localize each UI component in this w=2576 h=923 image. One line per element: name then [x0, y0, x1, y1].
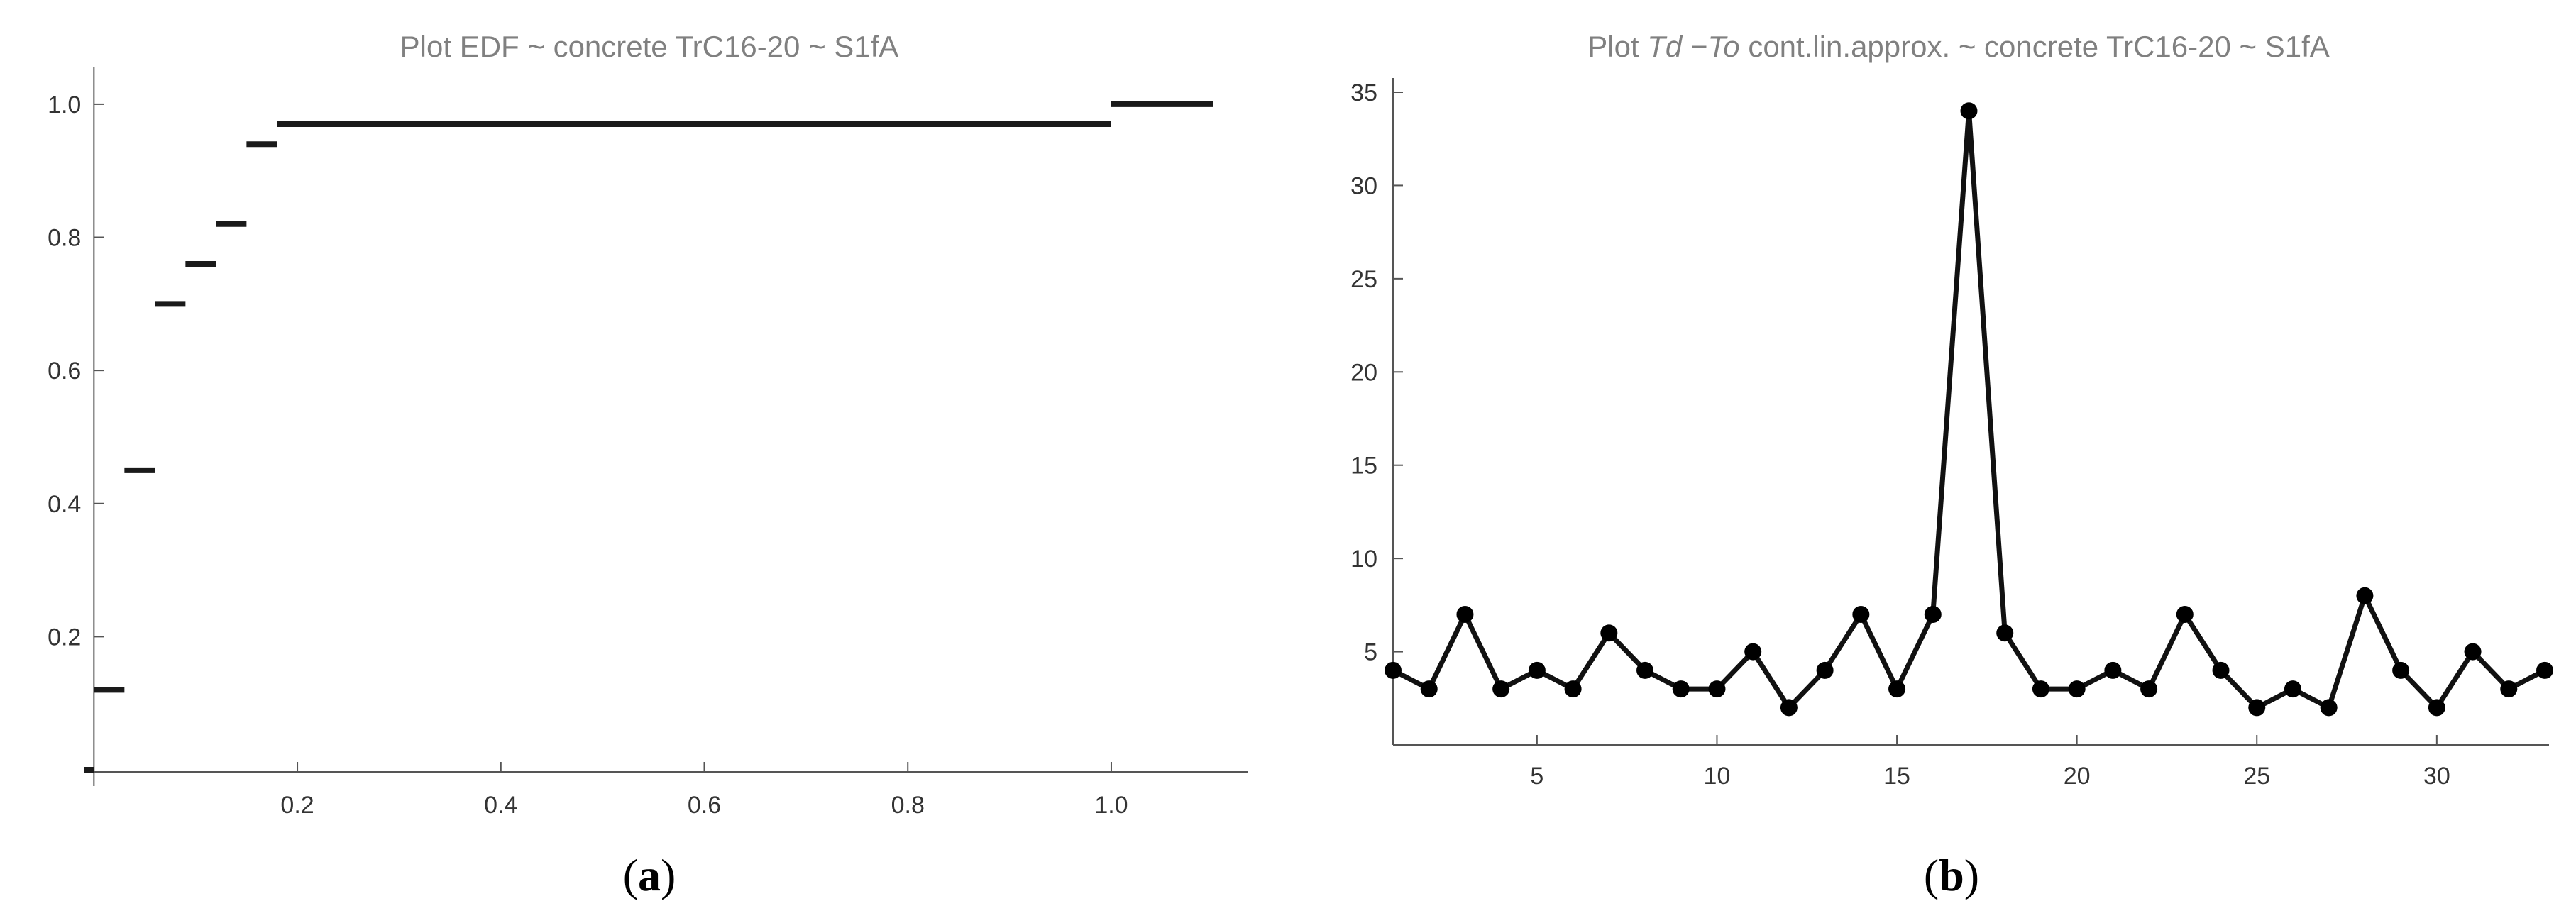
data-point — [2104, 661, 2122, 679]
panel-a-edf-steps — [84, 101, 1213, 773]
data-point — [1924, 606, 1942, 623]
b-y-tick-label: 20 — [1350, 359, 1377, 386]
b-y-tick-label: 10 — [1350, 546, 1377, 573]
b-y-tick-label: 15 — [1350, 453, 1377, 480]
data-point — [2392, 661, 2410, 679]
data-point — [1636, 661, 1654, 679]
data-point — [1600, 624, 1618, 642]
panel-b-axes — [1392, 78, 2549, 746]
a-x-tick-label: 0.6 — [688, 792, 721, 819]
b-x-tick-label: 25 — [2243, 763, 2270, 790]
series-line — [1392, 108, 2546, 710]
data-point — [1456, 606, 1474, 623]
data-point — [2356, 587, 2374, 604]
data-point — [2500, 680, 2518, 698]
a-y-tick-label: 0.8 — [48, 225, 81, 252]
data-point — [2248, 699, 2266, 717]
a-y-tick-label: 0.2 — [48, 624, 81, 651]
data-point — [1744, 643, 1762, 661]
data-point — [2032, 680, 2049, 698]
b-y-tick-label: 5 — [1364, 639, 1377, 666]
data-point — [1888, 680, 1906, 698]
data-point — [2212, 661, 2230, 679]
b-x-tick-label: 5 — [1530, 763, 1543, 790]
panel-a-ticks: 0.2 0.4 0.6 0.8 1.0 0.2 0.4 0.6 0.8 1.0 — [48, 92, 1128, 819]
b-y-tick-label: 25 — [1350, 266, 1377, 293]
b-x-tick-label: 20 — [2064, 763, 2091, 790]
data-point — [1960, 102, 1978, 120]
a-x-tick-label: 0.2 — [280, 792, 314, 819]
a-x-tick-label: 0.4 — [484, 792, 517, 819]
b-y-tick-label: 30 — [1350, 172, 1377, 199]
b-x-tick-label: 15 — [1883, 763, 1910, 790]
data-point — [1385, 661, 1402, 679]
a-y-tick-label: 0.4 — [48, 491, 81, 518]
panel-a-axes — [93, 67, 1248, 786]
a-y-tick-label: 0.6 — [48, 358, 81, 385]
data-point — [1816, 661, 1834, 679]
data-point — [2140, 680, 2158, 698]
a-x-tick-label: 0.8 — [891, 792, 925, 819]
a-x-tick-label: 1.0 — [1094, 792, 1128, 819]
panel-a-label: (a) — [623, 850, 676, 900]
data-point — [1528, 661, 1546, 679]
data-point — [1852, 606, 1870, 623]
data-point — [2428, 699, 2445, 717]
a-y-tick-label: 1.0 — [48, 92, 81, 118]
data-point — [1780, 699, 1798, 717]
data-point — [1996, 624, 2014, 642]
data-point — [1420, 680, 1438, 698]
b-y-tick-label: 35 — [1350, 79, 1377, 106]
panel-a: Plot EDF ~ concrete TrC16-20 ~ S1fA 0.2 0… — [48, 30, 1248, 900]
data-point — [2536, 661, 2553, 679]
panel-b-title: Plot Td −To cont.lin.approx. ~ concrete … — [1587, 30, 2330, 63]
data-point — [2320, 699, 2338, 717]
panel-a-title: Plot EDF ~ concrete TrC16-20 ~ S1fA — [400, 30, 899, 63]
panel-b-label: (b) — [1924, 850, 1979, 900]
data-point — [2284, 680, 2301, 698]
b-x-tick-label: 10 — [1704, 763, 1731, 790]
b-x-tick-label: 30 — [2423, 763, 2450, 790]
data-point — [2176, 606, 2194, 623]
data-point — [1672, 680, 1690, 698]
data-point — [2464, 643, 2482, 661]
data-point — [1708, 680, 1726, 698]
data-point — [1564, 680, 1582, 698]
panel-b: Plot Td −To cont.lin.approx. ~ concrete … — [1350, 30, 2553, 900]
data-point — [1492, 680, 1510, 698]
panel-b-ticks: 5 10 15 20 25 30 5 10 15 20 25 30 35 — [1350, 79, 2450, 790]
data-point — [2068, 680, 2086, 698]
panel-b-series — [1385, 102, 2553, 717]
